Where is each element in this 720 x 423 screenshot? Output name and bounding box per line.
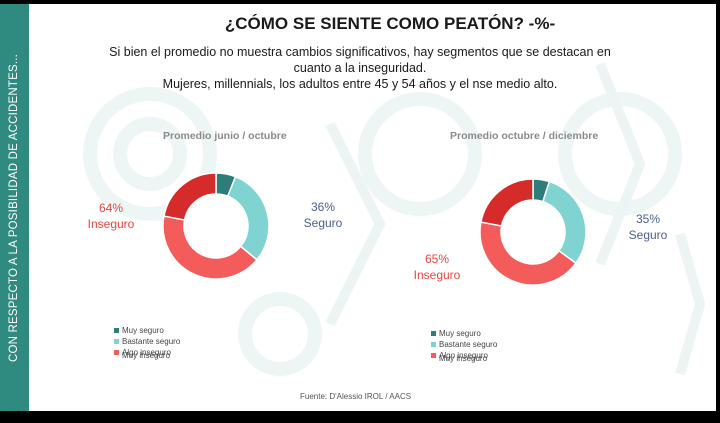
right-legend-item-muy-inseguro: Muy inseguro [439,354,488,363]
background-decoration [83,62,706,376]
left-seguro-value: 36% [310,200,336,214]
right-legend-item-muy-seguro: Muy seguro [431,328,497,339]
donut-slice-bastante-seguro [541,180,587,265]
right-legend-item-bastante-seguro: Bastante seguro [431,339,497,350]
legend-swatch [431,342,436,348]
right-chart-title: Promedio octubre / diciembre [450,130,599,142]
donut-slice-algo-inseguro [162,215,258,280]
left-legend-item-algo-inseguro: Algo inseguro Muy inseguro [114,347,180,360]
sidebar: CON RESPECTO A LA POSIBILIDAD DE ACCIDEN… [0,4,29,411]
source-note: Fuente: D'Alessio IROL / AACS [300,392,412,401]
right-inseguro-value: 65% [424,252,450,266]
donut-slice-bastante-seguro [226,175,270,261]
donut-slice-muy-inseguro [163,172,217,221]
legend-swatch [431,331,436,337]
subtitle-line-1: Si bien el promedio no muestra cambios s… [109,45,611,59]
slide: CON RESPECTO A LA POSIBILIDAD DE ACCIDEN… [0,4,716,411]
donut-slice-algo-inseguro [479,221,577,286]
left-seguro-text: Seguro [303,216,343,230]
subtitle: Si bien el promedio no muestra cambios s… [95,44,625,92]
left-chart-title: Promedio junio / octubre [163,130,287,142]
page-title: ¿CÓMO SE SIENTE COMO PEATÓN? -%- [224,14,556,33]
legend-swatch [114,328,119,334]
left-inseguro-label: 64% Inseguro [76,200,146,232]
sidebar-text: CON RESPECTO A LA POSIBILIDAD DE ACCIDEN… [8,53,20,363]
right-seguro-label: 35% Seguro [613,211,683,243]
right-seguro-value: 35% [635,212,661,226]
left-legend: Muy seguro Bastante seguro Algo inseguro… [114,325,180,360]
left-legend-item-muy-seguro: Muy seguro [114,325,180,336]
subtitle-line-2: cuanto a la inseguridad. [293,61,427,75]
legend-swatch [431,353,436,359]
right-seguro-text: Seguro [628,228,668,242]
right-inseguro-label: 65% Inseguro [402,251,472,283]
left-donut-chart [162,172,270,280]
left-legend-item-bastante-seguro: Bastante seguro [114,336,180,347]
left-seguro-label: 36% Seguro [288,199,358,231]
left-inseguro-text: Inseguro [87,217,135,231]
left-inseguro-value: 64% [98,201,124,215]
left-legend-item-muy-inseguro: Muy inseguro [122,351,171,360]
right-donut-chart [479,178,587,286]
legend-swatch [114,339,119,345]
subtitle-line-3: Mujeres, millennials, los adultos entre … [162,77,558,91]
right-legend: Muy seguro Bastante seguro Algo inseguro… [431,328,497,363]
donut-slice-muy-inseguro [480,178,534,227]
right-inseguro-text: Inseguro [413,268,461,282]
right-legend-item-algo-inseguro: Algo inseguro Muy inseguro [431,350,497,363]
legend-swatch [114,350,119,356]
